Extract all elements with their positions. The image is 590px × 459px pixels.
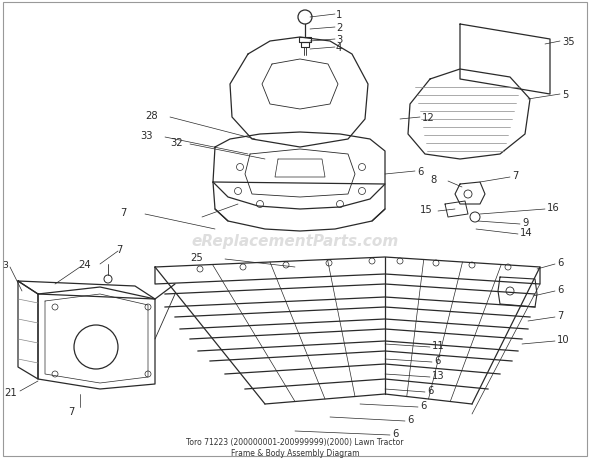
Text: 6: 6	[392, 428, 398, 438]
Text: 6: 6	[427, 385, 434, 395]
Text: 7: 7	[116, 245, 122, 254]
Text: 33: 33	[140, 131, 152, 141]
Text: 5: 5	[562, 90, 568, 100]
Text: 6: 6	[434, 355, 440, 365]
Text: 3: 3	[2, 261, 8, 270]
Text: 10: 10	[557, 334, 569, 344]
Text: 24: 24	[78, 259, 91, 269]
Text: 11: 11	[432, 340, 445, 350]
Text: 6: 6	[420, 400, 427, 410]
Text: 25: 25	[190, 252, 203, 263]
Text: 4: 4	[336, 43, 342, 53]
Text: 8: 8	[430, 174, 436, 185]
Text: Toro 71223 (200000001-200999999)(2000) Lawn Tractor
Frame & Body Assembly Diagra: Toro 71223 (200000001-200999999)(2000) L…	[186, 437, 404, 457]
Text: 21: 21	[4, 387, 17, 397]
Text: 1: 1	[336, 10, 342, 20]
Text: 13: 13	[432, 370, 445, 380]
Text: 14: 14	[520, 228, 533, 237]
Text: 3: 3	[336, 35, 342, 45]
Text: 12: 12	[422, 113, 435, 123]
Text: 2: 2	[336, 23, 342, 33]
Text: 6: 6	[417, 167, 424, 177]
Text: 9: 9	[522, 218, 529, 228]
Text: 35: 35	[562, 37, 575, 47]
Text: 7: 7	[557, 310, 563, 320]
Text: 7: 7	[512, 171, 519, 180]
Text: 6: 6	[557, 285, 563, 294]
Text: 7: 7	[120, 207, 126, 218]
Text: 28: 28	[145, 111, 158, 121]
Text: 16: 16	[547, 202, 560, 213]
Text: eReplacementParts.com: eReplacementParts.com	[191, 234, 399, 249]
Text: 6: 6	[407, 414, 414, 424]
Text: 6: 6	[557, 257, 563, 268]
Text: 15: 15	[420, 205, 432, 214]
Text: 7: 7	[68, 406, 74, 416]
Text: 32: 32	[170, 138, 183, 148]
